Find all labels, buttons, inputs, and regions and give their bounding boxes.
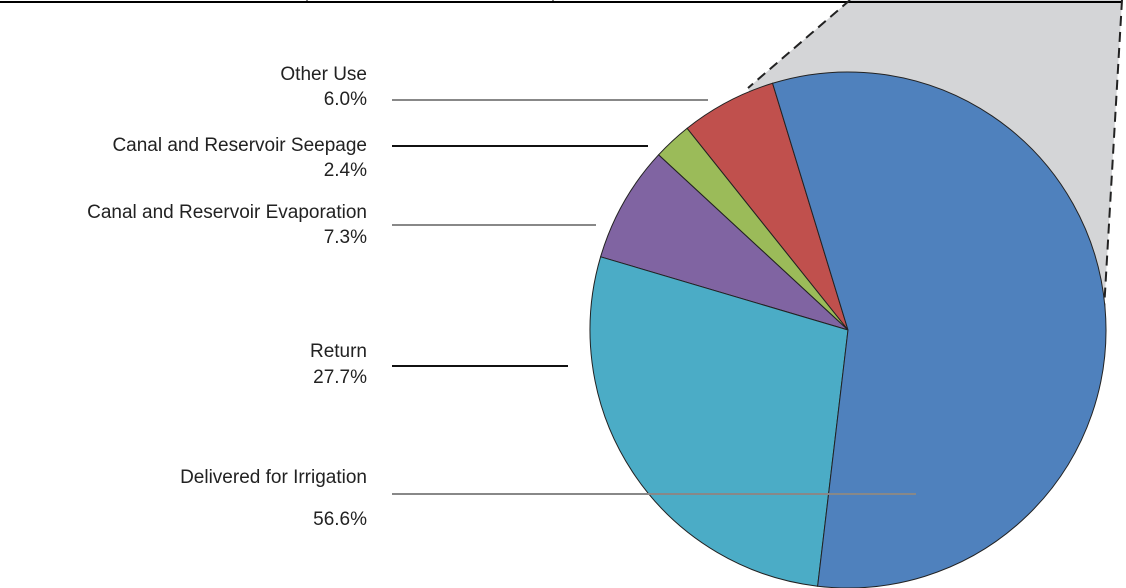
zoom-edge [1103,0,1123,311]
slice-value-label: 2.4% [324,160,367,181]
zoom-edge [747,0,851,89]
slice-label: Return [310,341,367,362]
slice-value-label: 56.6% [313,509,367,530]
slice-label: Canal and Reservoir Evaporation [87,202,367,223]
pie-slice [599,154,849,331]
slice-value-label: 27.7% [313,367,367,388]
pie-slice [771,71,1107,588]
slice-value-label: 6.0% [324,89,367,110]
slice-label: Other Use [280,64,367,85]
slice-label: Canal and Reservoir Seepage [112,135,367,156]
slice-value-label: 7.3% [324,227,367,248]
slice-label: Delivered for Irrigation [180,467,367,488]
pie-slice [589,256,849,587]
